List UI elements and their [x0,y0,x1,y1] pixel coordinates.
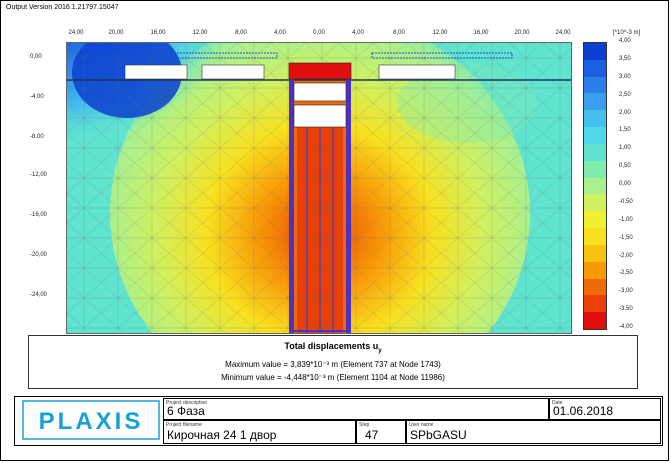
legend-band [584,211,606,229]
result-title-text: Total displacements u [284,341,379,351]
legend-band [584,295,606,313]
legend-band [584,93,606,111]
legend-unit: [*10^-3 m] [613,30,641,36]
top-tick: 16,00 [473,30,489,36]
legend-band [584,143,606,162]
legend-value: 1,50 [619,127,631,134]
legend-value: -2,50 [619,270,633,277]
legend-band [584,244,606,263]
legend-band [584,76,606,94]
left-tick: -16,00 [30,212,48,218]
left-tick: -20,00 [30,252,48,258]
legend-band [584,312,606,330]
displacement-contour-plot[interactable] [66,42,572,334]
top-tick: 12,00 [192,30,208,36]
top-tick: 4,00 [352,30,364,36]
legend-value: -2,00 [619,252,633,259]
project-cell: Project filename Кирочная 24 1 двор [163,420,356,444]
step-caption: Step [359,422,370,428]
top-tick: 0,00 [313,30,325,36]
legend-band [584,194,606,212]
legend-band [584,43,606,61]
legend-value: -1,00 [619,216,633,223]
legend-value: -0,50 [619,198,633,205]
legend-band [584,261,606,280]
title-block [14,396,663,446]
legend-band [584,59,606,78]
top-axis: 24,00 20,00 16,00 12,00 8,00 4,00 0,00 4… [66,30,572,40]
legend-band [584,228,606,246]
step-value: 47 [365,428,379,442]
legend-value: 0,50 [619,163,631,170]
legend-value: 3,00 [619,73,631,80]
top-tick: 4,00 [274,30,286,36]
legend-value: -4,00 [619,324,633,330]
legend-value: -1,50 [619,234,633,241]
top-tick: 8,00 [393,30,405,36]
legend-value: -3,50 [619,306,633,313]
legend-labels: 4,00 3,50 3,00 2,50 2,00 1,50 1,00 0,50 0,00 -0,5… [613,38,663,332]
user-cell: User name SPbGASU [406,420,661,444]
result-title: Total displacements uy [29,341,637,354]
result-title-subscript: y [378,347,382,354]
legend-band [584,110,606,128]
min-value-line: Minimum value = -4,448*10⁻³ m (Element 1… [221,372,445,382]
top-tick: 24,00 [555,30,571,36]
step-cell: Step 47 [356,420,406,444]
left-tick: -12,00 [30,172,48,178]
max-value-line: Maximum value = 3,839*10⁻³ m (Element 73… [225,359,441,369]
project-value: Кирочная 24 1 двор [167,428,277,442]
top-tick: 20,00 [108,30,124,36]
phase-cell: Project description 6 Фаза [163,398,549,420]
user-value: SPbGASU [410,428,467,442]
plaxis-logo: PLAXIS [22,400,160,440]
legend-value: -3,00 [619,288,633,295]
left-tick: -24,00 [30,292,48,298]
date-caption: Date [552,400,563,406]
left-axis: 0,00 -4,00 -8,00 -12,00 -16,00 -20,00 -2… [30,54,64,344]
color-legend [583,42,607,330]
legend-value: 3,50 [619,55,631,62]
legend-value: 0,00 [619,181,631,187]
left-tick: 0,00 [30,54,42,60]
top-tick: 20,00 [514,30,530,36]
top-tick: 8,00 [235,30,247,36]
version-label: Output Version 2016.1.21797.15047 [6,4,119,11]
svg-text:PLAXIS: PLAXIS [39,408,144,435]
legend-value: 2,50 [619,91,631,98]
user-caption: User name [409,422,434,428]
top-tick: 24,00 [68,30,84,36]
legend-value: 1,00 [619,145,631,152]
left-tick: -4,00 [30,94,44,100]
date-cell: Date 01.06.2018 [549,398,661,420]
legend-band [584,160,606,179]
phase-caption: Project description [166,400,208,406]
left-tick: -8,00 [30,134,44,140]
legend-band [584,127,606,145]
top-tick: 16,00 [150,30,166,36]
phase-value: 6 Фаза [167,404,205,418]
legend-band [584,177,606,195]
project-caption: Project filename [166,422,202,428]
legend-value: 4,00 [619,38,631,44]
result-info-box: Total displacements uy Maximum value = 3… [28,335,638,389]
legend-value: 2,00 [619,109,631,116]
date-value: 01.06.2018 [553,404,614,418]
top-tick: 12,00 [432,30,448,36]
legend-band [584,278,606,296]
